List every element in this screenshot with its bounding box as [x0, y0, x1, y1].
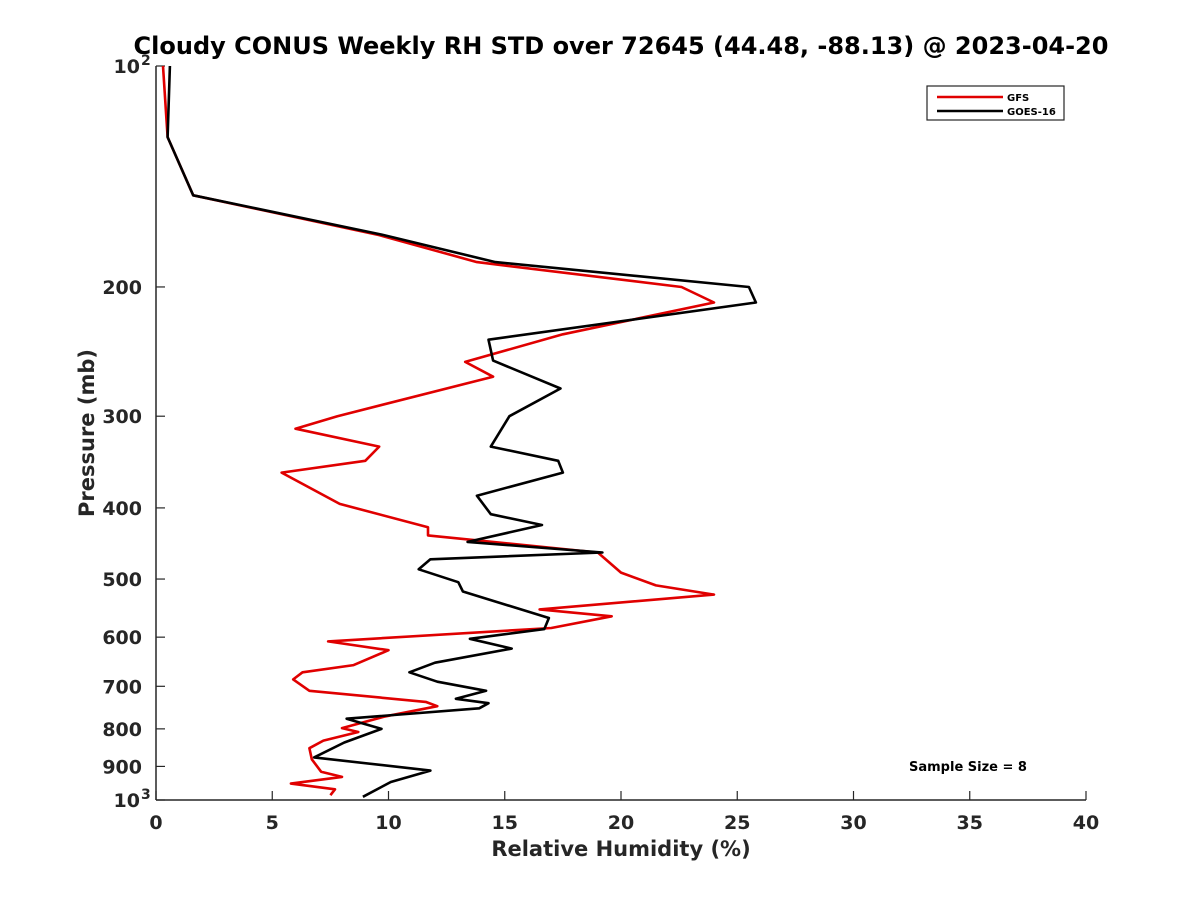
x-tick-label: 10 [375, 812, 401, 834]
chart-title: Cloudy CONUS Weekly RH STD over 72645 (4… [134, 32, 1109, 60]
sample-size-annotation: Sample Size = 8 [909, 760, 1027, 775]
legend-label: GFS [1007, 93, 1029, 104]
x-axis-label: Relative Humidity (%) [491, 837, 750, 861]
y-tick-exponent: 3 [141, 787, 151, 803]
y-tick-label: 300 [102, 406, 142, 428]
y-tick-label: 700 [102, 676, 142, 698]
x-tick-label: 15 [492, 812, 518, 834]
y-tick-label: 10 [114, 56, 140, 78]
series-line-goes-16 [166, 65, 758, 798]
y-tick-exponent: 2 [141, 53, 151, 69]
y-axis-label: Pressure (mb) [75, 349, 99, 517]
legend-box [926, 85, 1065, 121]
y-tick-label: 200 [102, 277, 142, 299]
y-tick-label: 10 [114, 790, 140, 812]
x-tick-label: 40 [1073, 812, 1099, 834]
y-tick-label: 600 [102, 627, 142, 649]
y-tick-label: 800 [102, 719, 142, 741]
series-line-gfs [161, 65, 716, 796]
x-tick-label: 0 [149, 812, 162, 834]
x-tick-label: 25 [724, 812, 750, 834]
legend-label: GOES-16 [1007, 107, 1056, 118]
x-tick-label: 20 [608, 812, 634, 834]
y-tick-label: 500 [102, 569, 142, 591]
y-tick-label: 400 [102, 498, 142, 520]
y-tick-label: 900 [102, 756, 142, 778]
series-layer [161, 65, 758, 798]
x-tick-label: 30 [840, 812, 866, 834]
x-tick-label: 5 [266, 812, 279, 834]
legend: GFS GOES-16 [926, 85, 1065, 121]
x-tick-label: 35 [957, 812, 983, 834]
